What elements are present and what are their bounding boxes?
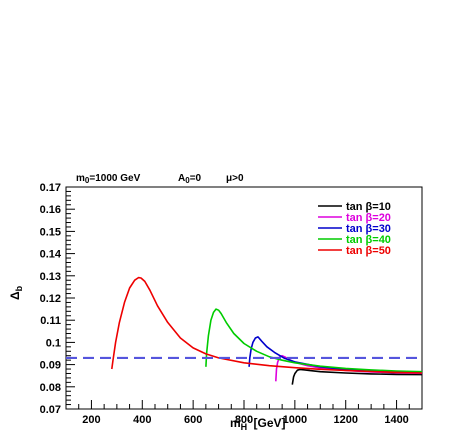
- y-tick-label: 0.15: [40, 226, 61, 238]
- header-mu: μ>0: [226, 173, 244, 184]
- x-tick-label: 200: [82, 414, 100, 426]
- legend-label-0: tan β=10: [346, 201, 391, 213]
- x-tick-label: 1400: [384, 414, 408, 426]
- y-tick-label: 0.07: [40, 404, 61, 416]
- x-tick-label: 400: [133, 414, 151, 426]
- y-axis: 0.07 0.08 0.09 0.1 0.11 0.12 0.13 0.14 0.15 0.16 0…: [40, 182, 75, 416]
- y-tick-label: 0.1: [46, 337, 61, 349]
- series-layer: [111, 276, 423, 385]
- legend-label-4: tan β=50: [346, 245, 391, 257]
- series-line-4: [111, 276, 423, 374]
- legend-label-3: tan β=40: [346, 234, 391, 246]
- series-line-3: [205, 308, 423, 373]
- y-tick-label: 0.11: [40, 315, 61, 327]
- x-tick-label: 800: [235, 414, 253, 426]
- x-tick-label: 600: [184, 414, 202, 426]
- x-axis-title: mH- [GeV]: [230, 415, 286, 432]
- y-tick-label: 0.13: [40, 271, 61, 283]
- series-line-0: [291, 368, 423, 385]
- y-tick-label: 0.12: [40, 293, 61, 305]
- x-tick-label: 1000: [283, 414, 307, 426]
- y-axis-title: Δb: [8, 285, 24, 300]
- legend-label-2: tan β=30: [346, 223, 391, 235]
- header-a0: A0=0: [178, 173, 202, 185]
- x-tick-label: 1200: [333, 414, 357, 426]
- y-tick-label: 0.09: [40, 360, 61, 372]
- y-tick-label: 0.16: [40, 204, 61, 216]
- y-tick-label: 0.14: [40, 249, 62, 261]
- y-tick-label: 0.17: [40, 182, 61, 194]
- x-axis: 200 400 600 800 1000 1200 1400: [65, 400, 423, 426]
- y-tick-label: 0.08: [40, 382, 61, 394]
- legend-label-1: tan β=20: [346, 212, 391, 224]
- header-m0: m0=1000 GeV: [76, 173, 141, 185]
